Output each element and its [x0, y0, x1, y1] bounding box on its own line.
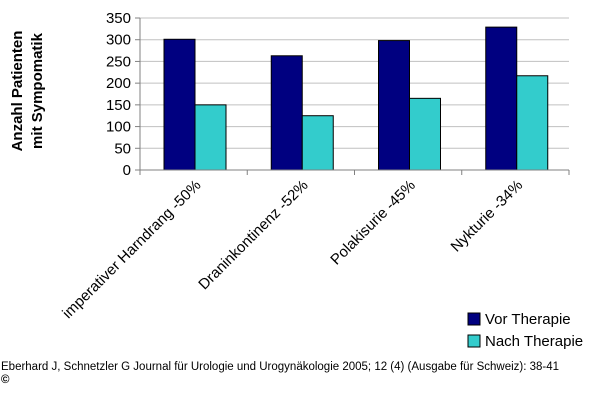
bar [516, 75, 549, 171]
y-tick-label: 200 [106, 75, 131, 92]
bar [378, 40, 410, 171]
x-tick-label: imperativer Harndrang -50% [59, 177, 204, 322]
bar [485, 26, 518, 171]
x-axis-labels: imperativer Harndrang -50%Draninkontinen… [59, 177, 526, 322]
y-tick-label: 300 [106, 32, 131, 49]
y-tick-label: 350 [106, 10, 131, 27]
copyright-symbol: © [1, 374, 10, 386]
citation-text: Eberhard J, Schnetzler G Journal für Uro… [1, 361, 560, 373]
legend-swatch [467, 312, 481, 326]
x-tick-label: Nykturie -34% [448, 177, 527, 256]
bars [163, 26, 549, 171]
citation-footer: Eberhard J, Schnetzler G Journal für Uro… [1, 361, 599, 387]
y-tick-label: 0 [123, 162, 131, 179]
x-tick-label: Polakisurie -45% [327, 177, 419, 269]
bar [270, 55, 303, 171]
axes [139, 18, 570, 175]
x-tick-label: Draninkontinenz -52% [195, 177, 311, 293]
legend-label: Nach Therapie [485, 333, 583, 350]
y-tick-label: 250 [106, 53, 131, 70]
y-tick-label: 50 [114, 140, 131, 157]
bar [163, 38, 196, 171]
y-tick-label: 100 [106, 119, 131, 136]
y-axis-label-line1: Anzahl Patienten [9, 31, 26, 152]
legend: Vor Therapie Nach Therapie [467, 311, 583, 350]
legend-swatch [467, 334, 481, 348]
y-tick-label: 150 [106, 97, 131, 114]
bar [194, 104, 227, 171]
bar [301, 115, 334, 171]
bar-chart: 0 50 100 150 200 250 300 350 imperativer Harndr… [9, 10, 583, 350]
y-axis-label-line2: mit Sympomatik [29, 32, 46, 149]
bar [409, 97, 441, 171]
y-axis-ticks: 0 50 100 150 200 250 300 350 [106, 10, 140, 179]
legend-label: Vor Therapie [485, 311, 571, 328]
